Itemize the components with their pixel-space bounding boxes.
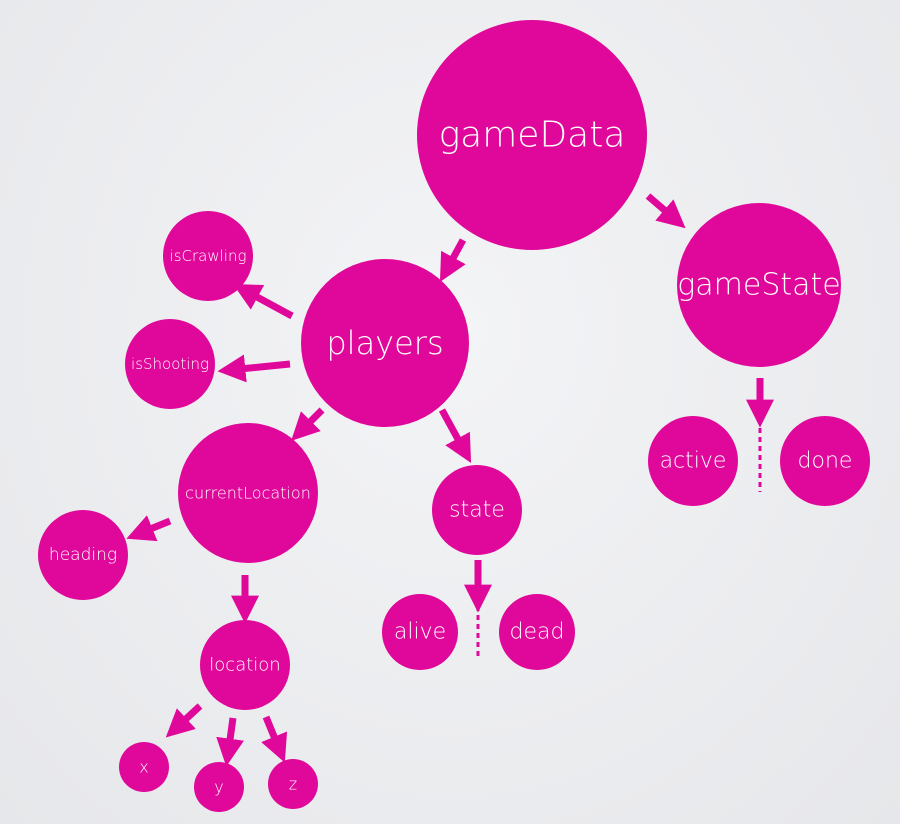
node-label: dead	[510, 620, 565, 645]
node-x: x	[119, 742, 169, 792]
node-circle	[417, 20, 647, 250]
node-gameData: gameData	[417, 20, 647, 250]
edge-arrow-gameData-to-players	[439, 238, 467, 283]
node-currentLocation: currentLocation	[178, 423, 318, 563]
node-circle	[780, 416, 870, 506]
node-label: state	[449, 498, 505, 523]
node-circle	[382, 594, 458, 670]
node-state: state	[432, 465, 522, 555]
node-circle	[194, 762, 244, 812]
node-circle	[200, 620, 290, 710]
edge-arrow-location-to-x	[165, 703, 203, 738]
node-circle	[119, 742, 169, 792]
node-done: done	[780, 416, 870, 506]
node-circle	[677, 203, 841, 367]
node-z: z	[268, 759, 318, 809]
node-label: gameData	[439, 115, 626, 156]
node-label: done	[798, 449, 853, 474]
node-circle	[125, 319, 215, 409]
edge-arrow-currentLocation-to-heading	[126, 515, 172, 542]
node-circle	[499, 594, 575, 670]
node-location: location	[200, 620, 290, 710]
edge-arrow-players-to-isShooting	[217, 354, 291, 383]
node-label: z	[289, 775, 297, 794]
node-y: y	[194, 762, 244, 812]
node-label: x	[139, 758, 148, 777]
edge-arrow-location-to-z	[261, 715, 288, 763]
node-active: active	[648, 416, 738, 506]
node-label: alive	[394, 620, 446, 645]
edge-arrow-players-to-currentLocation	[291, 407, 325, 441]
node-heading: heading	[38, 510, 128, 600]
node-label: y	[214, 778, 223, 797]
node-isCrawling: isCrawling	[163, 211, 253, 301]
node-circle	[178, 423, 318, 563]
node-circle	[38, 510, 128, 600]
node-label: heading	[49, 545, 117, 565]
node-players: players	[301, 259, 469, 427]
node-circle	[268, 759, 318, 809]
node-circle	[648, 416, 738, 506]
node-label: isShooting	[131, 355, 209, 373]
node-isShooting: isShooting	[125, 319, 215, 409]
node-circle	[432, 465, 522, 555]
edge-arrow-location-to-y	[216, 717, 244, 767]
edge-arrow-gameData-to-gameState	[645, 193, 686, 229]
node-alive: alive	[382, 594, 458, 670]
node-label: location	[209, 655, 280, 676]
node-label: gameState	[677, 268, 840, 303]
edge-arrow-players-to-state	[438, 408, 472, 464]
node-label: isCrawling	[170, 247, 247, 265]
node-label: currentLocation	[185, 484, 311, 503]
node-gameState: gameState	[677, 203, 841, 367]
node-circle	[163, 211, 253, 301]
node-label: active	[660, 449, 727, 474]
node-circle	[301, 259, 469, 427]
node-dead: dead	[499, 594, 575, 670]
node-label: players	[326, 324, 443, 362]
edge-arrow-players-to-isCrawling	[232, 283, 294, 320]
